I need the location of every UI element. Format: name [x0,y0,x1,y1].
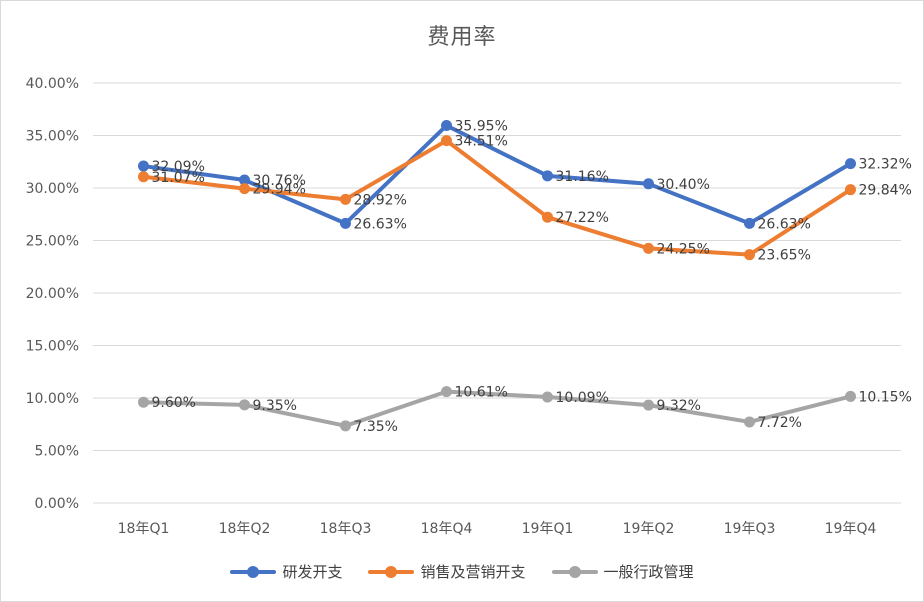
data-label: 30.40% [657,177,710,193]
data-label: 31.16% [556,169,609,185]
y-tick-label: 0.00% [35,496,79,512]
data-point [239,183,250,195]
legend: 研发开支 销售及营销开支 一般行政管理 [1,561,923,582]
y-tick-label: 10.00% [26,391,79,407]
data-label: 34.51% [455,134,508,150]
data-label: 24.25% [657,241,710,257]
series-line [141,138,853,257]
data-point [340,193,351,205]
y-tick-label: 5.00% [35,444,79,460]
legend-label-admin: 一般行政管理 [603,563,694,581]
data-point [643,399,654,411]
data-point [542,211,553,223]
data-point [138,396,149,408]
data-point [845,184,856,196]
data-point [542,170,553,182]
x-tick-label: 19年Q2 [623,521,675,537]
data-point [845,158,856,170]
data-point [441,135,452,147]
data-label: 10.09% [556,390,609,406]
legend-item-admin[interactable]: 一般行政管理 [551,561,694,582]
y-tick-label: 25.00% [26,234,79,250]
data-label: 29.94% [253,182,306,198]
data-label: 32.32% [859,157,912,173]
y-tick-label: 20.00% [26,286,79,302]
data-label: 31.07% [152,170,205,186]
data-label: 9.60% [152,395,196,411]
x-tick-label: 19年Q4 [825,521,877,537]
y-tick-label: 40.00% [26,76,79,92]
data-label: 23.65% [758,248,811,264]
data-label: 32.09% [152,159,205,175]
data-point [643,178,654,190]
data-point [239,174,250,186]
x-tick-label: 19年Q3 [724,521,776,537]
data-label: 30.76% [253,173,306,189]
data-point [441,120,452,132]
chart-title: 费用率 [427,25,497,50]
series-line [141,389,853,428]
y-tick-label: 15.00% [26,339,79,355]
data-label: 7.72% [758,415,802,431]
data-point [643,242,654,254]
data-label: 27.22% [556,210,609,226]
data-point [340,217,351,229]
data-point [845,390,856,402]
data-label: 9.35% [253,398,297,414]
data-label: 10.15% [859,389,912,405]
line-chart: 0.00% 5.00% 10.00% 15.00% 20.00% 25.00% 30.00%… [26,76,912,537]
data-label: 29.84% [859,183,912,199]
x-tick-label: 19年Q1 [522,521,574,537]
x-tick-label: 18年Q1 [118,521,170,537]
data-label: 35.95% [455,119,508,135]
data-point [441,386,452,398]
data-label: 7.35% [354,419,398,435]
y-tick-label: 30.00% [26,181,79,197]
data-point [340,420,351,432]
data-point [744,416,755,428]
data-point [744,217,755,229]
data-point [138,160,149,172]
legend-label-rd: 研发开支 [282,563,343,581]
data-point [138,171,149,183]
x-tick-label: 18年Q4 [421,521,473,537]
legend-swatch-rd [230,565,277,578]
data-label: 26.63% [354,216,407,232]
y-tick-label: 35.00% [26,129,79,145]
data-label: 26.63% [758,216,811,232]
data-label: 10.61% [455,385,508,401]
legend-swatch-sales [368,565,415,578]
series-line [141,123,853,226]
data-label: 28.92% [354,192,407,208]
legend-item-sales[interactable]: 销售及营销开支 [368,561,526,582]
data-point [744,249,755,261]
legend-item-rd[interactable]: 研发开支 [230,561,342,582]
legend-label-sales: 销售及营销开支 [420,563,526,581]
x-tick-label: 18年Q2 [219,521,271,537]
data-point [542,391,553,403]
legend-swatch-admin [551,565,598,578]
x-tick-label: 18年Q3 [320,521,372,537]
data-label: 9.32% [657,398,701,414]
data-point [239,399,250,411]
